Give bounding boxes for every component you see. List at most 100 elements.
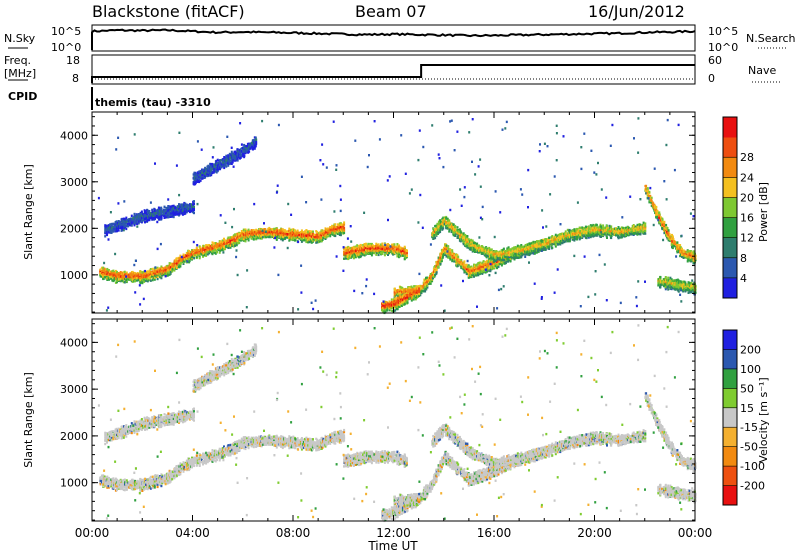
power-cell: [196, 251, 199, 254]
power-cell: [175, 262, 178, 265]
power-cell: [114, 226, 117, 229]
power-cell: [273, 231, 276, 234]
power-cell: [214, 252, 217, 255]
power-cell: [261, 228, 264, 231]
power-cell: [442, 227, 445, 230]
power-cell: [150, 216, 153, 220]
power-cell: [125, 218, 128, 222]
power-cell: [284, 230, 287, 233]
power-cell: [160, 213, 163, 216]
power-cell: [163, 212, 166, 215]
power-cell: [193, 174, 196, 178]
power-cell: [231, 241, 234, 244]
power-cell: [136, 277, 139, 280]
power-cell: [307, 236, 310, 239]
power-cell: [294, 234, 297, 237]
power-cell: [280, 228, 283, 231]
freq-panel: Freq. [MHz] 18 8 60 0 Nave: [4, 54, 782, 85]
power-cell: [140, 212, 143, 215]
power-cell: [281, 230, 284, 233]
power-cell: [149, 271, 152, 274]
power-cell: [232, 241, 235, 245]
power-cell: [238, 237, 240, 241]
power-cell: [137, 218, 140, 221]
power-cell: [327, 232, 330, 235]
power-cell: [151, 273, 154, 276]
power-cell: [193, 202, 195, 206]
power-cell: [297, 235, 300, 239]
power-cell: [106, 233, 108, 237]
power-cell: [131, 221, 134, 224]
power-cell: [204, 251, 207, 254]
power-cell: [268, 233, 271, 236]
power-cell: [110, 227, 113, 230]
power-cell: [106, 277, 109, 280]
date-title: 16/Jun/2012: [588, 2, 685, 21]
power-cell: [211, 252, 214, 256]
power-cell: [331, 233, 334, 236]
power-cell: [281, 235, 284, 238]
power-cell: [331, 228, 334, 231]
power-cell: [124, 277, 126, 281]
power-cell: [458, 228, 461, 231]
power-cell: [104, 228, 107, 231]
power-cell: [250, 229, 253, 232]
power-cell: [244, 228, 247, 231]
power-cell: [260, 232, 263, 235]
power-cell: [122, 274, 125, 277]
nave-label: Nave: [748, 64, 776, 77]
power-cell: [221, 239, 224, 242]
power-cell: [159, 267, 162, 270]
power-cell: [114, 269, 117, 273]
power-cell: [178, 207, 180, 210]
power-cell: [154, 274, 157, 277]
power-cell: [181, 204, 184, 208]
power-cell: [184, 202, 187, 205]
power-cell: [267, 229, 270, 232]
power-cell: [316, 233, 319, 236]
power-cell: [122, 276, 125, 279]
power-cell: [107, 277, 110, 280]
power-cell: [154, 272, 157, 275]
power-cell: [302, 234, 305, 238]
power-cell: [439, 230, 442, 234]
power-cell: [334, 223, 337, 226]
power-cell: [146, 275, 149, 278]
power-cell: [252, 231, 255, 234]
cpid-label: CPID: [8, 90, 37, 103]
power-cell: [305, 240, 308, 244]
power-cell: [298, 235, 301, 239]
power-cell: [202, 255, 204, 258]
power-cell: [223, 237, 225, 241]
power-cell: [169, 215, 172, 218]
power-cell: [497, 265, 500, 268]
power-cell: [128, 273, 131, 276]
power-cell: [158, 207, 161, 210]
power-cell: [114, 281, 117, 284]
power-cell: [133, 224, 136, 227]
power-cell: [181, 209, 184, 213]
power-cell: [193, 205, 195, 208]
power-cell: [125, 271, 128, 274]
noise-sky-label: N.Sky: [4, 32, 36, 45]
power-cell: [169, 270, 172, 274]
power-cell: [192, 173, 195, 176]
power-cell: [221, 246, 224, 249]
power-cell: [110, 277, 113, 280]
power-cell: [104, 272, 107, 275]
power-cell: [137, 276, 140, 279]
power-cell: [181, 203, 184, 206]
power-cell: [437, 265, 440, 268]
power-cell: [240, 230, 243, 233]
power-cell: [144, 217, 146, 220]
power-cell: [296, 237, 299, 240]
power-cell: [111, 279, 114, 282]
power-cell: [104, 224, 107, 227]
power-cell: [312, 230, 314, 233]
power-cell: [156, 277, 159, 281]
power-cell: [307, 234, 310, 237]
power-cell: [268, 230, 271, 234]
power-cell: [107, 269, 110, 272]
power-cell: [341, 227, 343, 231]
power-cell: [217, 248, 220, 252]
